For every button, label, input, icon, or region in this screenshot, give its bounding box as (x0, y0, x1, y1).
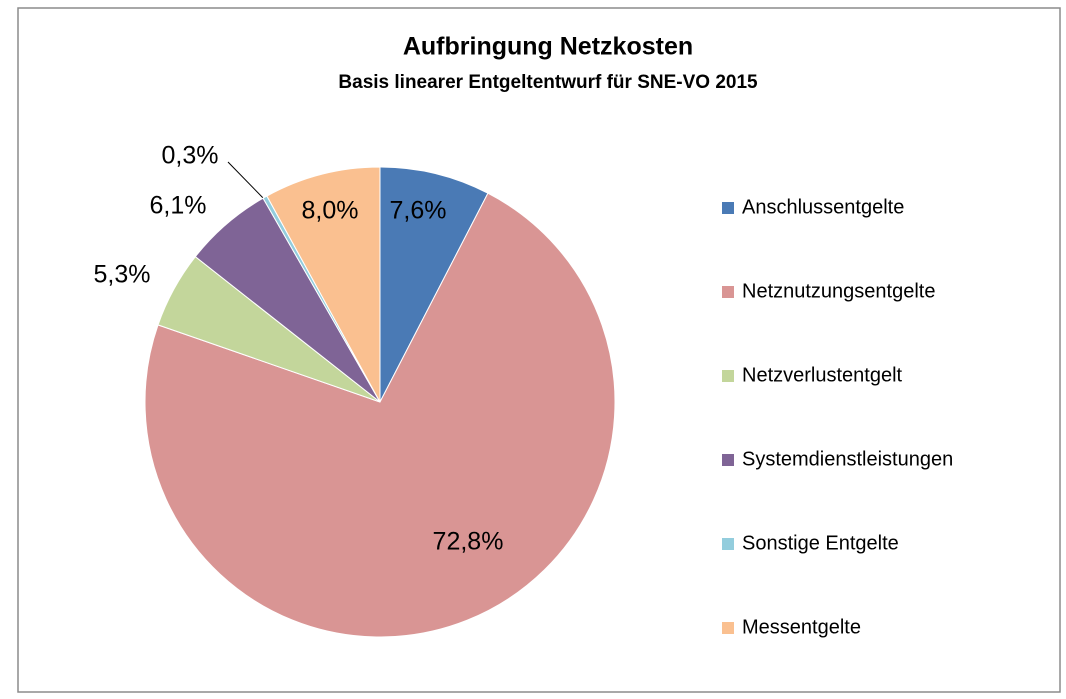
legend-swatch (722, 454, 734, 466)
legend-label: Netzverlustentgelt (742, 364, 903, 386)
legend-label: Messentgelte (742, 616, 861, 638)
data-label: 7,6% (390, 197, 447, 225)
data-label: 6,1% (150, 192, 207, 220)
pie-slice (266, 166, 381, 403)
data-label: 5,3% (94, 261, 151, 289)
legend-swatch (722, 286, 734, 298)
data-label: 72,8% (433, 528, 504, 556)
chart-subtitle: Basis linearer Entgeltentwurf für SNE-VO… (338, 72, 758, 93)
pie-slice (144, 192, 616, 638)
legend-label: Anschlussentgelte (742, 196, 904, 218)
legend-label: Systemdienstleistungen (742, 448, 953, 470)
legend-label: Netznutzungsentgelte (742, 280, 935, 302)
chart-title: Aufbringung Netzkosten (403, 33, 693, 61)
data-label: 8,0% (302, 197, 359, 225)
legend-swatch (722, 622, 734, 634)
leader-line (227, 161, 267, 202)
legend-swatch (722, 538, 734, 550)
legend-swatch (722, 202, 734, 214)
legend-label: Sonstige Entgelte (742, 532, 899, 554)
data-label: 0,3% (162, 142, 219, 170)
legend-swatch (722, 370, 734, 382)
pie-slice (379, 166, 489, 403)
